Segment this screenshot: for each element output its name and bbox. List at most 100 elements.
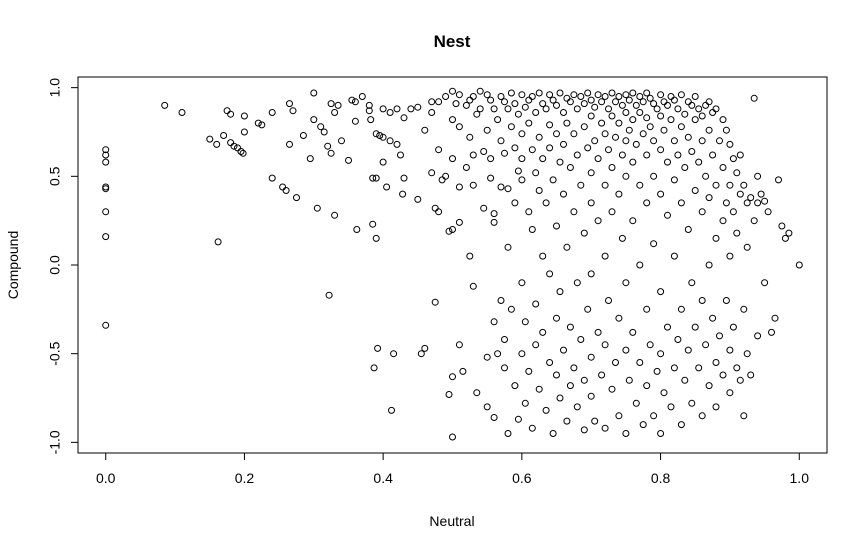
data-point xyxy=(214,238,222,246)
data-point xyxy=(473,389,481,397)
data-point xyxy=(268,174,276,182)
y-tick-label: 0.0 xyxy=(47,255,63,275)
data-point xyxy=(518,91,526,99)
data-point xyxy=(594,91,602,99)
data-point xyxy=(504,430,512,437)
data-point xyxy=(646,94,654,102)
data-point xyxy=(428,98,436,106)
data-point xyxy=(442,93,450,100)
data-point xyxy=(719,371,727,379)
data-point xyxy=(369,220,377,228)
data-point xyxy=(587,392,595,400)
data-point xyxy=(702,172,710,180)
data-point xyxy=(740,412,748,420)
x-tick-label: 0.2 xyxy=(235,470,255,486)
data-point xyxy=(365,101,373,109)
data-point xyxy=(553,371,560,379)
data-point xyxy=(528,424,536,432)
data-point xyxy=(334,101,342,109)
data-point xyxy=(622,137,630,145)
data-point xyxy=(667,403,675,411)
data-point xyxy=(469,181,477,189)
data-point xyxy=(459,367,467,375)
data-point xyxy=(455,218,463,226)
data-point xyxy=(469,93,477,100)
data-point xyxy=(733,229,741,237)
data-point xyxy=(518,155,526,163)
data-point xyxy=(535,89,543,97)
x-tick-label: 0.0 xyxy=(96,470,116,486)
data-point xyxy=(702,101,710,109)
data-point xyxy=(636,93,644,100)
data-point xyxy=(504,243,512,251)
data-point xyxy=(705,98,713,106)
data-point xyxy=(556,394,564,402)
data-point xyxy=(670,176,678,184)
data-point xyxy=(736,376,744,384)
data-point xyxy=(511,382,519,390)
data-point xyxy=(580,426,588,434)
data-point xyxy=(719,164,727,171)
data-point xyxy=(490,218,498,226)
y-axis-label: Compound xyxy=(5,231,21,300)
data-point xyxy=(501,336,508,343)
data-point xyxy=(691,323,699,331)
data-point xyxy=(393,140,401,148)
data-point xyxy=(587,169,595,177)
data-point xyxy=(771,314,779,322)
data-point xyxy=(325,291,333,299)
data-point xyxy=(532,341,540,349)
data-point xyxy=(601,181,609,189)
data-point xyxy=(584,89,592,97)
data-point xyxy=(514,167,522,175)
data-point xyxy=(102,146,110,154)
data-point xyxy=(608,112,616,120)
data-point xyxy=(379,133,387,141)
data-point xyxy=(518,176,526,184)
data-point xyxy=(761,197,769,205)
data-point xyxy=(664,158,671,166)
data-point xyxy=(764,208,772,216)
data-point xyxy=(629,89,637,97)
data-point xyxy=(455,183,463,191)
data-point xyxy=(397,151,404,159)
data-point xyxy=(618,234,626,242)
data-point xyxy=(785,229,793,237)
data-point xyxy=(570,208,578,216)
data-point xyxy=(549,176,557,184)
data-point xyxy=(553,101,560,109)
data-point xyxy=(514,110,522,118)
data-point xyxy=(542,406,550,414)
data-point xyxy=(560,190,567,198)
data-point xyxy=(719,116,727,124)
data-point xyxy=(445,391,453,398)
data-point xyxy=(414,103,422,111)
data-point xyxy=(310,116,318,124)
data-point xyxy=(528,146,536,154)
data-point xyxy=(664,101,671,109)
data-point xyxy=(643,114,651,122)
data-point xyxy=(646,341,654,349)
data-point xyxy=(677,123,685,131)
data-point xyxy=(775,176,782,184)
data-point xyxy=(178,109,186,116)
data-point xyxy=(643,89,651,97)
data-point xyxy=(497,297,505,304)
data-point xyxy=(618,151,626,159)
data-point xyxy=(698,297,706,304)
data-point xyxy=(563,417,571,425)
data-point xyxy=(622,279,630,287)
x-axis-label: Neutral xyxy=(429,513,474,529)
data-point xyxy=(237,148,245,155)
data-point xyxy=(591,103,599,111)
data-point xyxy=(587,353,595,361)
data-point xyxy=(497,183,505,191)
data-point xyxy=(102,151,110,159)
data-point xyxy=(622,109,630,116)
data-point xyxy=(386,137,394,145)
data-point xyxy=(657,91,665,99)
data-point xyxy=(712,359,720,366)
data-point xyxy=(605,297,612,304)
data-point xyxy=(400,174,408,182)
data-point xyxy=(608,208,616,216)
